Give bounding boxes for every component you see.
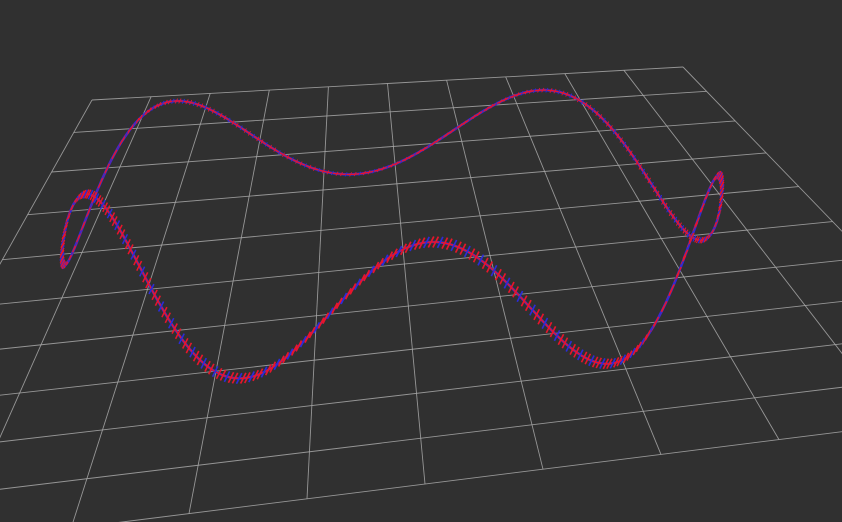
render-viewport[interactable] [0,0,842,522]
3d-scene[interactable] [0,0,842,522]
